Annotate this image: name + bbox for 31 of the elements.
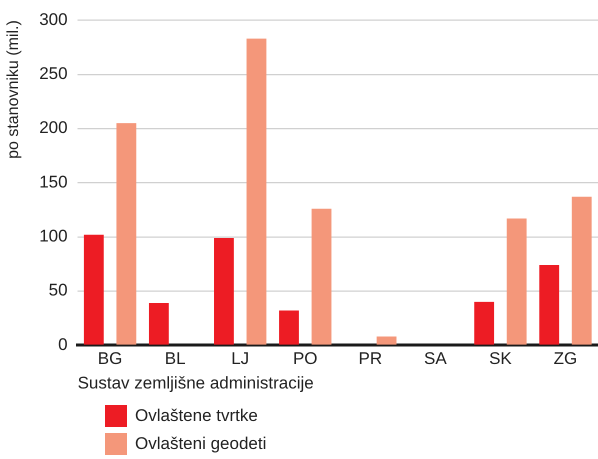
x-tick-label: SK bbox=[489, 349, 512, 368]
bar bbox=[214, 238, 234, 345]
x-tick-label: SA bbox=[424, 349, 448, 368]
y-tick-label: 150 bbox=[39, 172, 68, 192]
bar bbox=[279, 310, 299, 345]
y-tick-label: 300 bbox=[39, 10, 68, 29]
y-tick-label: 200 bbox=[39, 118, 68, 138]
legend-label: Ovlašteni geodeti bbox=[135, 434, 266, 454]
y-tick-label: 100 bbox=[39, 226, 68, 246]
bar bbox=[539, 265, 560, 345]
y-axis-title: po stanovniku (mil.) bbox=[5, 20, 22, 159]
x-tick-label: PO bbox=[292, 349, 318, 368]
y-tick-label: 50 bbox=[48, 280, 68, 300]
bar bbox=[376, 336, 396, 345]
bar bbox=[572, 196, 592, 345]
x-tick-label: BL bbox=[164, 349, 186, 368]
y-tick-label: 250 bbox=[39, 64, 68, 84]
x-tick-label: BG bbox=[98, 349, 122, 368]
y-tick-label: 0 bbox=[58, 334, 68, 354]
bar bbox=[246, 38, 266, 345]
bar bbox=[312, 208, 332, 345]
bar bbox=[474, 302, 494, 345]
bar bbox=[84, 234, 104, 345]
x-tick-label: ZG bbox=[554, 349, 578, 368]
legend-label: Ovlaštene tvrtke bbox=[135, 406, 258, 426]
x-tick-label: LJ bbox=[231, 349, 250, 368]
x-tick-label: PR bbox=[358, 349, 382, 368]
x-axis-title: Sustav zemljišne administracije bbox=[78, 373, 314, 392]
bar bbox=[506, 218, 527, 345]
bar bbox=[148, 302, 169, 345]
bar bbox=[116, 123, 136, 345]
